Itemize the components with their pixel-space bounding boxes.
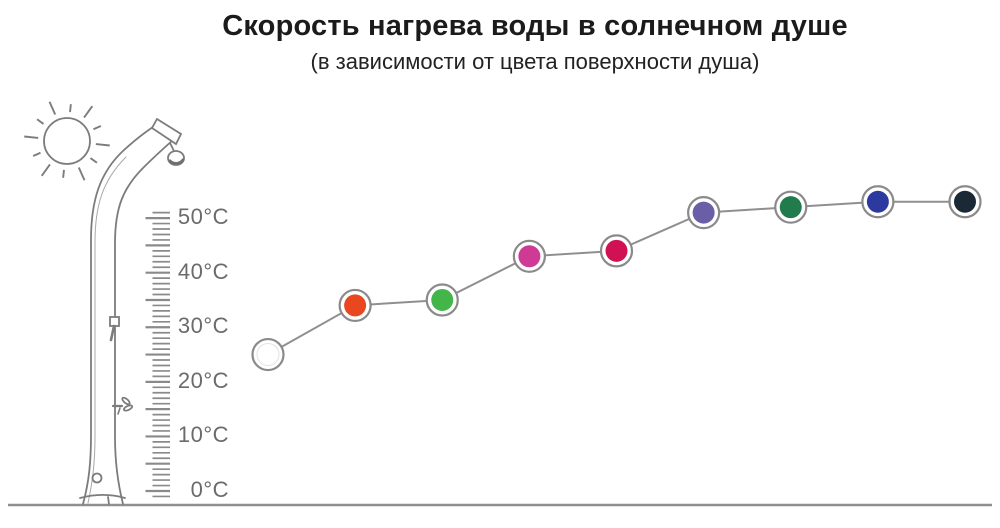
shower-handle-mount (109, 316, 120, 327)
page-title: Скорость нагрева воды в солнечном душе (222, 10, 848, 42)
point-green (431, 288, 454, 311)
sun-ray (83, 105, 94, 119)
sun-ray (95, 143, 110, 147)
point-orange (344, 294, 367, 317)
sun-ray (24, 135, 39, 139)
page-subtitle: (в зависимости от цвета поверхности душа… (310, 49, 760, 74)
shower-head-arm (169, 142, 175, 152)
sun-ray (77, 167, 86, 181)
tap-spout (117, 407, 121, 415)
shower-column-left-edge (82, 122, 160, 505)
point-violet (692, 201, 715, 224)
sun-ray (40, 163, 51, 177)
shower-column-right-edge (114, 139, 174, 505)
point-crimson (605, 239, 628, 262)
shower-base-seam (107, 496, 110, 505)
point-white (256, 343, 280, 367)
sun-ray (62, 169, 65, 178)
sun-ray (48, 101, 57, 115)
sun-ray (36, 118, 45, 125)
point-magenta (518, 245, 541, 268)
tap-knob-petal-1 (121, 396, 131, 406)
temperature-scale-icon (145, 211, 170, 498)
shower-cap (150, 117, 183, 146)
sun-ray (93, 125, 102, 131)
solar-shower-icon (79, 117, 185, 505)
sun-ray (69, 104, 72, 113)
figure-header: Скорость нагрева воды в солнечном душе (… (70, 10, 1000, 75)
point-dark-green (779, 196, 802, 219)
sun-ray (32, 151, 41, 157)
shower-column-inner-line (87, 156, 127, 504)
data-points (251, 185, 982, 372)
sun-rays (24, 101, 110, 181)
shower-head-shading (168, 158, 185, 165)
point-dark-blue (866, 190, 889, 213)
sun-icon (24, 101, 110, 181)
point-black (954, 190, 976, 213)
shower-handle-lever (109, 324, 116, 342)
heating-curve (267, 200, 965, 356)
sun-ray (89, 157, 98, 164)
tap-knob-petal-2 (122, 404, 134, 412)
shower-base-band (79, 494, 126, 499)
shower-drain-hole (91, 472, 103, 484)
sun-disc (43, 117, 91, 165)
